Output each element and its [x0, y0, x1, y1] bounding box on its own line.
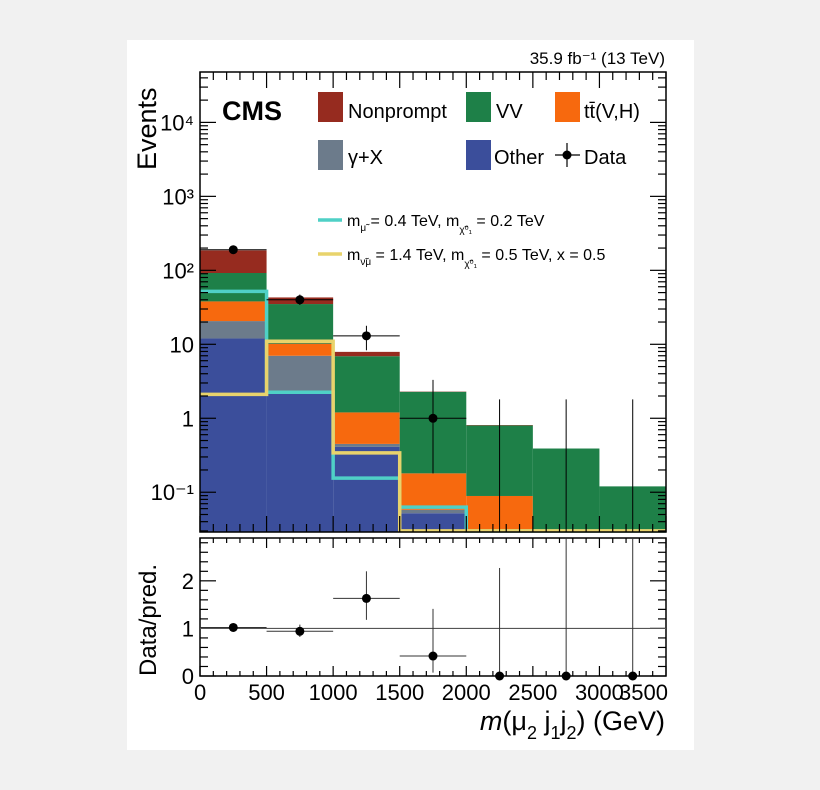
bar-x-bin-4 [399, 509, 467, 514]
bar-other-bin-3 [333, 446, 400, 532]
x-label-open: (μ [502, 706, 527, 736]
x-tick-label: 3500 [619, 680, 668, 705]
cms-label: CMS [222, 96, 282, 126]
x-label-m: m [480, 706, 503, 736]
legend-label-other: Other [494, 147, 544, 169]
data-point-2 [295, 295, 305, 305]
legend-label-vv: VV [496, 101, 523, 123]
x-tick-label: 1000 [309, 680, 358, 705]
ratio-point-3 [361, 593, 371, 603]
bar-vv-bin-1 [200, 273, 267, 302]
y-tick-label: 1 [182, 406, 194, 431]
bar-x-bin-1 [200, 321, 267, 339]
sig1-m1: m [347, 213, 360, 230]
sig2-eq2: = 0.5 TeV, x = 0.5 [477, 247, 605, 264]
bar-x-bin-2 [266, 355, 334, 392]
data-points [200, 245, 634, 532]
bar-other-bin-4 [399, 513, 467, 532]
legend-swatch-vv [466, 92, 491, 122]
ratio-panel [200, 538, 666, 681]
y-tick-label: 10³ [162, 184, 194, 209]
legend-swatch-ttv [555, 92, 580, 122]
bar-vv-bin-2 [266, 304, 334, 344]
legend-swatch-gammax [318, 140, 343, 170]
y-tick-label: 10 [170, 332, 194, 357]
x-label-close: ) (GeV) [576, 706, 665, 736]
legend-label-ttv: tt̄(V,H) [584, 101, 640, 123]
x-tick-label: 2000 [442, 680, 491, 705]
y-tick-label: 10⁻¹ [151, 480, 194, 505]
y-tick-label: 10² [162, 258, 194, 283]
x-label-j1: j [537, 706, 551, 736]
legend-label-nonprompt: Nonprompt [348, 101, 447, 123]
ratio-plot-frame [199, 537, 667, 677]
legend-swatch-other [466, 140, 491, 170]
signal-line-2 [200, 339, 666, 533]
x-axis-label: m(μ2 j1j2) (GeV) [480, 706, 665, 743]
bar-ttvh-bin-1 [200, 301, 267, 322]
legend-label-data: Data [584, 147, 627, 169]
bar-ttvh-bin-2 [266, 343, 334, 356]
sig1-eq1: = 0.4 TeV, [366, 213, 446, 230]
x-tick-label: 3000 [575, 680, 624, 705]
sig1-sub1: μ̃ [360, 223, 370, 234]
y-axis-label-events: Events [132, 87, 162, 170]
lumi-label: 35.9 fb⁻¹ (13 TeV) [530, 49, 665, 68]
bar-ttvh-bin-4 [399, 473, 467, 510]
ratio-point-1 [228, 622, 238, 632]
bar-other-bin-2 [266, 391, 334, 532]
sig2-sub1: ν̃μ [360, 257, 371, 268]
sig2-m2: m [451, 247, 464, 264]
x-tick-label: 1500 [375, 680, 424, 705]
x-tick-label: 2500 [508, 680, 557, 705]
sig1-sub2: χ̃⁰₁ [459, 225, 472, 236]
y-axis-label-ratio: Data/pred. [135, 564, 162, 676]
legend-swatch-nonprompt [318, 92, 343, 122]
ratio-y-tick-label: 0 [182, 664, 194, 689]
y-tick-label: 10⁴ [160, 110, 194, 135]
ratio-y-tick-label: 2 [182, 569, 194, 594]
sig1-m2: m [446, 213, 459, 230]
sig1-eq2: = 0.2 TeV [472, 213, 545, 230]
bar-other-bin-1 [200, 338, 267, 532]
x-tick-label: 500 [248, 680, 285, 705]
x-label-sub1: 2 [527, 723, 537, 743]
bar-ttvh-bin-3 [333, 412, 400, 444]
ratio-point-7 [628, 671, 638, 681]
main-plot-frame [199, 71, 667, 533]
bar-nonprompt-bin-3 [333, 351, 400, 357]
data-point-4 [428, 413, 438, 423]
sig2-sub2: χ̃⁰₁ [464, 259, 477, 270]
ratio-point-2 [295, 626, 305, 636]
ratio-point-4 [428, 651, 438, 661]
x-tick-label: 0 [194, 680, 206, 705]
data-point-1 [228, 245, 238, 255]
legend: Nonprompt VV tt̄(V,H) γ+X Other Data mμ̃… [318, 92, 640, 270]
ratio-point-6 [561, 671, 571, 681]
x-label-j2: j [559, 706, 566, 736]
legend-label-gammax: γ+X [348, 147, 383, 169]
legend-label-signal-2: mν̃μ = 1.4 TeV, mχ̃⁰₁ = 0.5 TeV, x = 0.5 [347, 247, 605, 270]
bar-nonprompt-bin-1 [200, 250, 267, 274]
signal-curves [200, 289, 666, 533]
sig2-m1: m [347, 247, 360, 264]
bar-vv-bin-3 [333, 356, 400, 413]
ratio-point-5 [495, 671, 505, 681]
x-label-sub2: 1 [550, 723, 560, 743]
bar-x-bin-3 [333, 443, 400, 447]
legend-marker-data [555, 143, 580, 167]
data-point-3 [361, 331, 371, 341]
legend-label-signal-1: mμ̃ = 0.4 TeV, mχ̃⁰₁ = 0.2 TeV [347, 213, 545, 236]
x-label-sub3: 2 [566, 723, 576, 743]
ratio-y-tick-label: 1 [182, 616, 194, 641]
sig2-eq1: = 1.4 TeV, [371, 247, 451, 264]
